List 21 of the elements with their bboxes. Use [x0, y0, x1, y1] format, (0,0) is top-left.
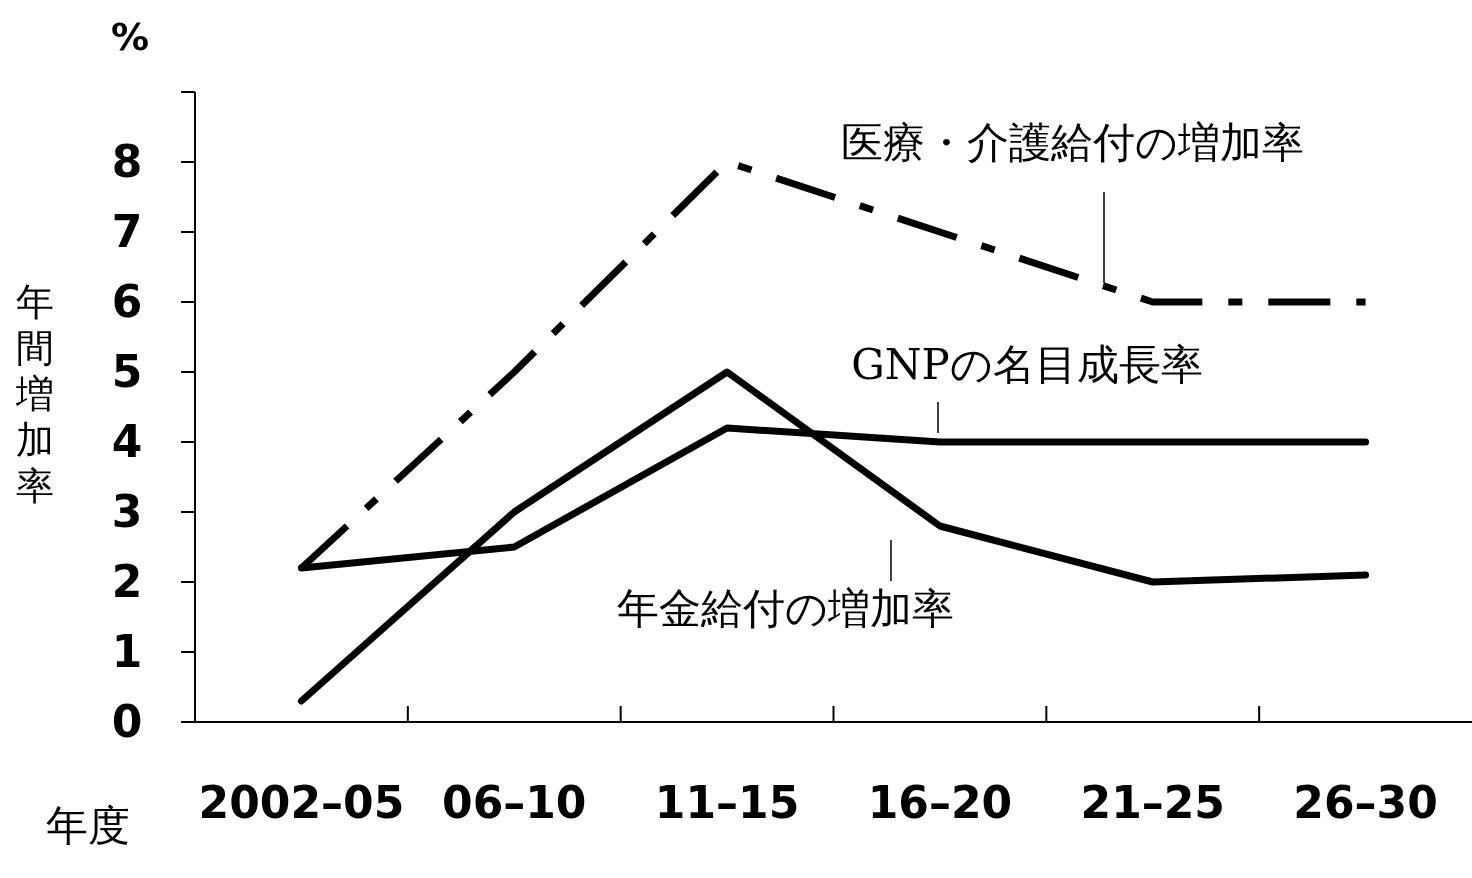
y-tick-label: 8	[111, 136, 143, 187]
y-tick-label: 3	[111, 486, 143, 537]
x-tick-label: 2002–05	[198, 777, 405, 828]
y-tick-label: 1	[111, 626, 143, 677]
series-label: 医療・介護給付の増加率	[840, 118, 1304, 167]
y-tick-label: 5	[111, 346, 143, 397]
legend-label: 年金給付の増加率	[616, 584, 954, 633]
y-tick-label: 6	[111, 276, 143, 327]
x-tick-label: 16–20	[867, 777, 1013, 828]
y-tick-label: 2	[111, 556, 143, 607]
y-tick-label: 0	[111, 696, 143, 747]
x-axis-title: 年度	[46, 801, 130, 850]
y-tick-label: 7	[111, 206, 143, 257]
x-tick-label: 21–25	[1080, 777, 1225, 828]
series-label: GNPの名目成長率	[851, 340, 1203, 389]
y-tick-label: 4	[111, 416, 143, 467]
text: %	[110, 15, 150, 59]
y-axis-title: 年間増加率	[15, 280, 54, 508]
x-tick-label: 11–15	[654, 777, 800, 828]
x-tick-label: 26–30	[1293, 777, 1438, 828]
x-tick-label: 06–10	[442, 777, 587, 828]
